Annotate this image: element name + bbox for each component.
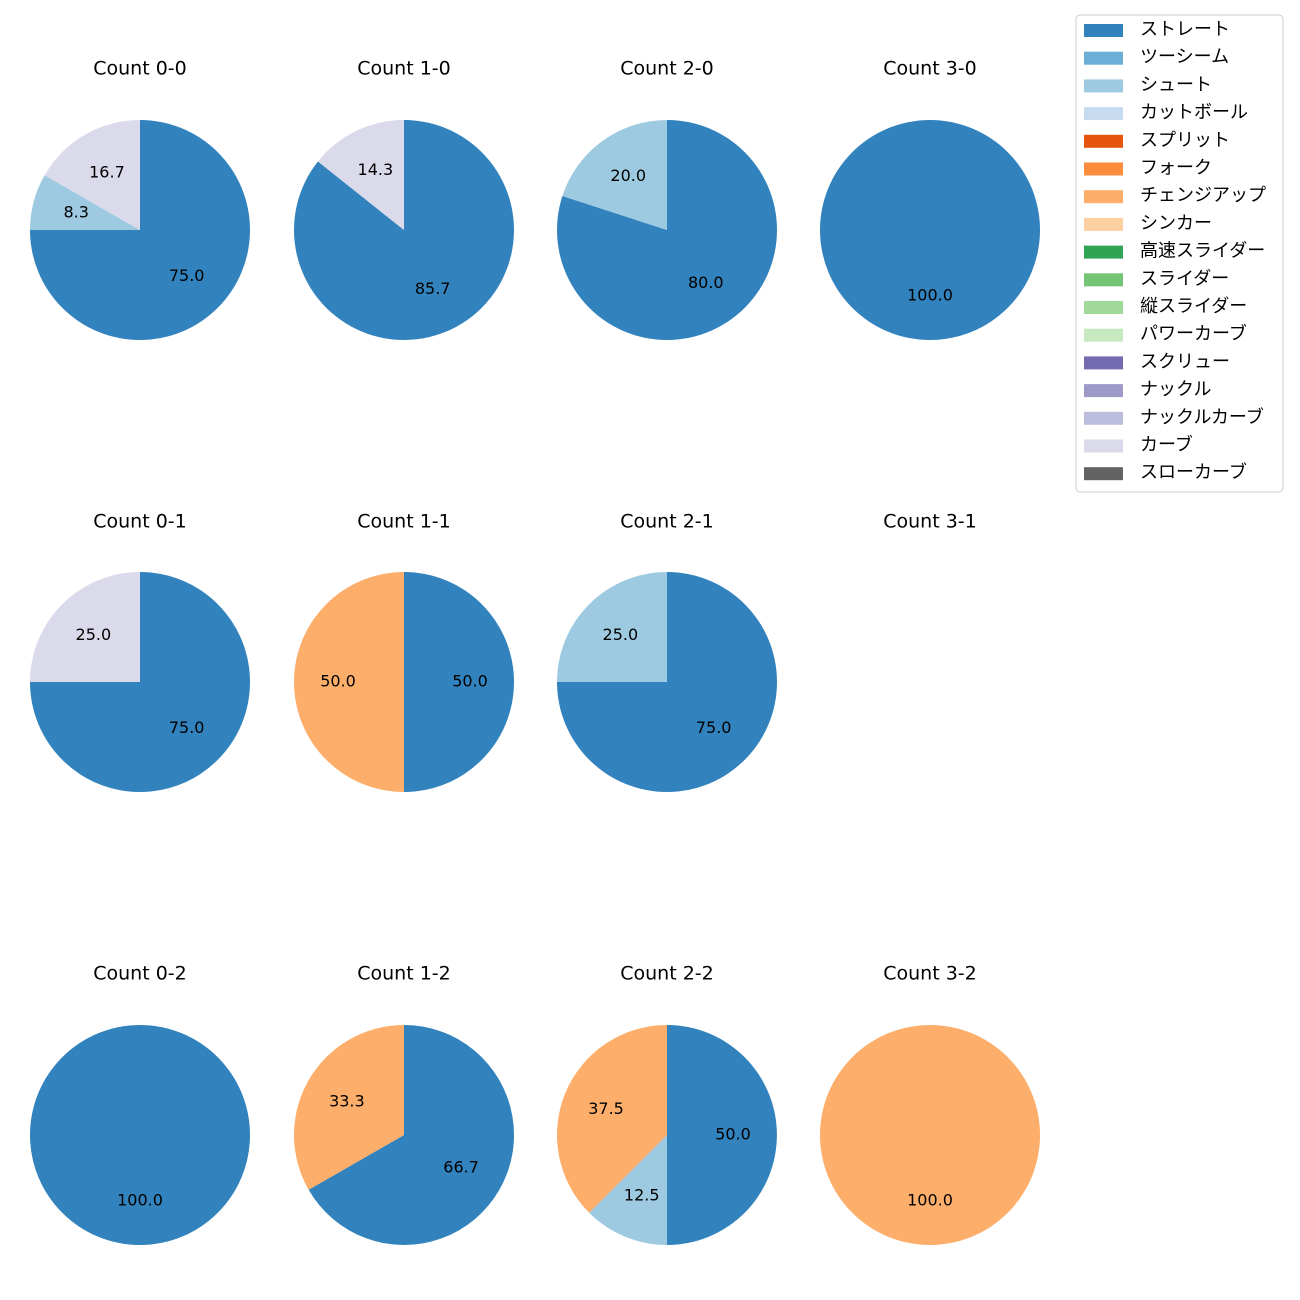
legend-swatch bbox=[1084, 134, 1123, 148]
pie-slice bbox=[30, 1025, 250, 1245]
legend-swatch bbox=[1084, 217, 1123, 231]
legend-swatch bbox=[1084, 79, 1123, 93]
legend-label: シュート bbox=[1140, 74, 1212, 95]
legend-swatch bbox=[1084, 24, 1123, 37]
chart-title: Count 3-2 bbox=[883, 963, 977, 985]
legend-label: シンカー bbox=[1140, 213, 1212, 234]
legend-label: スローカーブ bbox=[1140, 461, 1247, 483]
slice-label: 100.0 bbox=[907, 1191, 953, 1210]
slice-label: 37.5 bbox=[588, 1099, 624, 1118]
chart-title: Count 1-1 bbox=[357, 511, 451, 533]
slice-label: 25.0 bbox=[603, 625, 639, 644]
pie-slice bbox=[667, 1025, 777, 1245]
legend-swatch bbox=[1084, 439, 1123, 453]
chart-title: Count 0-1 bbox=[93, 511, 187, 533]
slice-label: 100.0 bbox=[907, 286, 953, 305]
pie-slice bbox=[30, 572, 140, 682]
slice-label: 8.3 bbox=[64, 202, 89, 221]
legend-swatch bbox=[1084, 245, 1123, 259]
slice-label: 16.7 bbox=[89, 162, 125, 181]
slice-label: 85.7 bbox=[415, 279, 451, 298]
pie-slice bbox=[308, 1025, 514, 1245]
chart-title: Count 0-2 bbox=[93, 963, 187, 985]
legend-label: フォーク bbox=[1140, 158, 1212, 179]
chart-title: Count 2-1 bbox=[620, 511, 714, 533]
legend-label: ツーシーム bbox=[1140, 47, 1229, 68]
pie-slice bbox=[557, 572, 667, 682]
slice-label: 50.0 bbox=[320, 672, 356, 691]
legend-swatch bbox=[1084, 107, 1123, 121]
chart-title: Count 3-0 bbox=[883, 58, 977, 80]
chart-title: Count 0-0 bbox=[93, 58, 187, 80]
slice-label: 75.0 bbox=[169, 718, 205, 737]
legend-label: スプリット bbox=[1140, 130, 1230, 151]
legend-label: 高速スライダー bbox=[1140, 241, 1265, 262]
legend-swatch bbox=[1084, 411, 1123, 425]
pies-group: Count 0-0 75.0 8.3 16.7 Count 1-0 85.7 14.3 Cou… bbox=[30, 58, 1040, 1245]
slice-label: 100.0 bbox=[117, 1191, 163, 1210]
pie-slice bbox=[293, 1025, 404, 1190]
slice-label: 50.0 bbox=[715, 1125, 751, 1144]
pie-slice bbox=[557, 1025, 667, 1213]
slice-label: 80.0 bbox=[688, 273, 724, 292]
pie-slice bbox=[294, 572, 404, 792]
legend-swatch bbox=[1084, 51, 1123, 65]
pie-slice bbox=[820, 120, 1040, 340]
legend: ストレートツーシームシュートカットボールスプリットフォークチェンジアップシンカー… bbox=[1075, 14, 1284, 493]
chart-title: Count 2-2 bbox=[620, 963, 714, 985]
legend-swatch bbox=[1084, 162, 1123, 176]
chart-title: Count 1-2 bbox=[357, 963, 451, 985]
legend-label: 縦スライダー bbox=[1140, 296, 1247, 317]
legend-label: スクリュー bbox=[1140, 351, 1230, 372]
slice-label: 75.0 bbox=[169, 266, 205, 285]
legend-label: カットボール bbox=[1140, 102, 1248, 123]
slice-label: 50.0 bbox=[452, 672, 488, 691]
legend-label: ストレート bbox=[1140, 19, 1230, 40]
legend-frame bbox=[1075, 14, 1284, 493]
chart-title: Count 1-0 bbox=[357, 58, 451, 80]
slice-label: 33.3 bbox=[329, 1091, 365, 1110]
legend-label: ナックルカーブ bbox=[1140, 406, 1264, 428]
legend-swatch bbox=[1084, 328, 1123, 342]
chart-title: Count 3-1 bbox=[883, 511, 977, 533]
slice-label: 14.3 bbox=[358, 160, 394, 179]
pie-slice bbox=[317, 119, 404, 230]
pie-slice bbox=[562, 120, 667, 230]
pie-slice bbox=[404, 572, 514, 792]
legend-swatch bbox=[1084, 190, 1123, 204]
slice-label: 75.0 bbox=[696, 718, 732, 737]
pie-slice bbox=[30, 175, 140, 230]
legend-label: カーブ bbox=[1140, 434, 1193, 456]
pie-slice bbox=[820, 1025, 1040, 1245]
legend-label: スライダー bbox=[1140, 268, 1229, 289]
pie-slice bbox=[589, 1135, 667, 1245]
legend-swatch bbox=[1084, 356, 1123, 370]
chart-title: Count 2-0 bbox=[620, 58, 714, 80]
slice-label: 25.0 bbox=[76, 625, 112, 644]
legend-swatch bbox=[1084, 273, 1123, 287]
legend-label: ナックル bbox=[1140, 379, 1211, 400]
slice-label: 20.0 bbox=[610, 166, 646, 185]
legend-label: チェンジアップ bbox=[1140, 185, 1266, 206]
slice-label: 66.7 bbox=[443, 1158, 479, 1177]
slice-label: 12.5 bbox=[624, 1185, 660, 1204]
legend-label: パワーカーブ bbox=[1140, 323, 1247, 345]
legend-swatch bbox=[1084, 384, 1123, 398]
legend-swatch bbox=[1084, 467, 1123, 481]
legend-swatch bbox=[1084, 301, 1123, 314]
pie-slice bbox=[44, 120, 140, 230]
